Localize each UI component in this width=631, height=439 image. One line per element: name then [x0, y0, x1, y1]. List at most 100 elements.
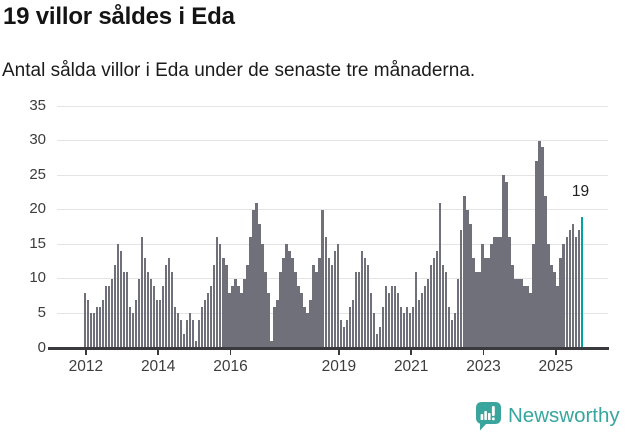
gridline [57, 140, 608, 142]
bar [321, 209, 324, 348]
x-axis-tick [410, 349, 412, 355]
brand-name: Newsworthy [508, 404, 620, 427]
bar [294, 271, 297, 348]
bar [484, 258, 487, 348]
y-axis-label: 25 [29, 165, 46, 183]
bar [176, 313, 180, 348]
bar [565, 237, 568, 348]
newsworthy-logo: Newsworthy [476, 402, 620, 432]
bar [408, 313, 412, 348]
bar [182, 334, 186, 348]
bar [535, 161, 538, 348]
bar [204, 299, 207, 348]
y-axis-label: 20 [29, 200, 46, 218]
bar [562, 244, 565, 348]
bar [547, 244, 550, 348]
bar [354, 271, 358, 348]
bar [460, 230, 463, 348]
bar [191, 320, 195, 348]
bar [297, 285, 300, 348]
bar [276, 299, 279, 348]
bar [381, 306, 385, 348]
bar [327, 258, 330, 348]
bar [387, 292, 391, 348]
bar [152, 285, 156, 348]
bar [107, 285, 111, 348]
bar [161, 285, 165, 348]
bar [451, 320, 454, 348]
bar [179, 320, 183, 348]
bar [200, 306, 204, 348]
bar [393, 285, 397, 348]
x-axis-label: 2012 [68, 358, 104, 375]
bar [261, 244, 264, 348]
bar [258, 223, 261, 348]
bar [306, 313, 309, 348]
bar [429, 265, 433, 348]
x-axis-label: 2019 [321, 358, 357, 375]
x-axis-tick [555, 349, 557, 355]
bar [529, 292, 532, 348]
bar [544, 195, 547, 348]
bar [457, 278, 460, 348]
bar [577, 230, 580, 348]
bar [475, 271, 478, 348]
bar [411, 306, 415, 348]
gridline [57, 105, 608, 107]
bar [167, 258, 171, 348]
bar [550, 265, 553, 348]
bar [303, 306, 306, 348]
bar [426, 278, 430, 348]
x-axis-tick [338, 349, 340, 355]
bar [315, 271, 318, 348]
bar [481, 244, 484, 348]
bar [390, 285, 394, 348]
bar [463, 195, 466, 348]
bar [559, 258, 562, 348]
bar [493, 237, 496, 348]
bar [309, 299, 312, 348]
bar [532, 244, 535, 348]
bar [113, 265, 117, 348]
bar [216, 237, 219, 348]
logo-bar-icon [484, 411, 487, 420]
bar [234, 278, 237, 348]
bar [402, 313, 406, 348]
bar [508, 237, 511, 348]
logo-bar-icon [488, 413, 491, 420]
bar [222, 258, 225, 348]
bar [119, 251, 123, 348]
bar [83, 292, 86, 348]
bar [279, 271, 282, 348]
bar [366, 265, 370, 348]
bar [441, 265, 445, 348]
bar [170, 271, 174, 348]
bar [137, 278, 141, 348]
bar [438, 202, 442, 348]
bar [469, 223, 472, 348]
bar [143, 258, 147, 348]
bar [375, 334, 379, 348]
bar [520, 278, 523, 348]
bar [291, 258, 294, 348]
y-axis-label: 15 [29, 234, 46, 252]
bar [384, 285, 388, 348]
bar [499, 237, 502, 348]
bar [435, 251, 439, 348]
bar [125, 271, 129, 348]
bar [237, 285, 240, 348]
bar [207, 292, 210, 348]
bar [445, 271, 448, 348]
bar [213, 265, 216, 348]
bar [197, 320, 201, 348]
bar [363, 258, 367, 348]
bar [240, 292, 243, 348]
bar [357, 271, 361, 348]
bar [101, 299, 105, 348]
bar [146, 271, 150, 348]
bar [243, 278, 246, 348]
x-axis-label: 2016 [213, 358, 248, 375]
x-axis-label: 2014 [140, 358, 176, 375]
bar [490, 244, 493, 348]
bar [249, 237, 252, 348]
